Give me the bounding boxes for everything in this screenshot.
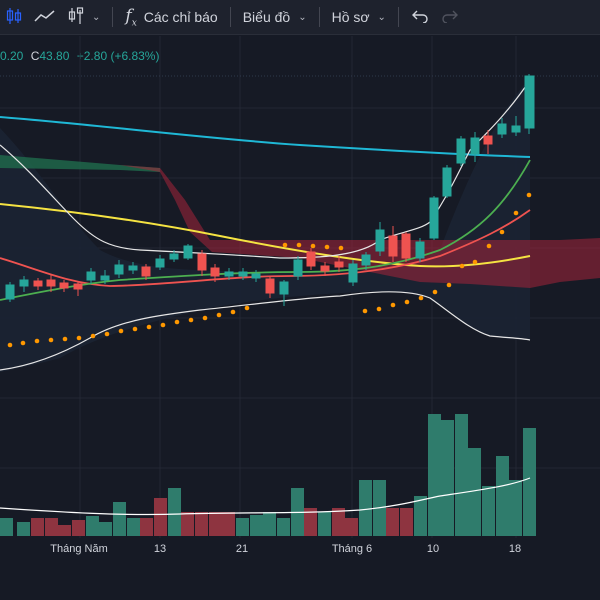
toolbar-divider — [112, 7, 114, 27]
ohlc-legend: 0.20 C43.80 +2.80 (+6.83%) — [0, 49, 159, 63]
bar-chart-type-button[interactable]: ⌄ — [62, 0, 106, 34]
candlesticks — [5, 74, 535, 306]
bollinger-band-fill — [0, 78, 530, 372]
toolbar-divider — [229, 7, 231, 27]
time-axis-label: Tháng Năm — [50, 543, 108, 555]
bars-icon — [68, 6, 84, 28]
time-axis-label: 21 — [235, 543, 249, 555]
time-axis-label: Tháng 6 — [331, 543, 373, 555]
toolbar-divider — [397, 7, 399, 27]
parabolic-sar-dots — [7, 192, 532, 348]
ma-yellow-line — [0, 203, 531, 268]
line-chart-type-button[interactable] — [28, 0, 62, 34]
volume-bars — [0, 414, 536, 536]
ma-blue-line — [0, 116, 531, 158]
profile-button[interactable]: Hồ sơ ⌄ — [326, 0, 392, 34]
bollinger-lower-line — [0, 291, 531, 371]
redo-button[interactable] — [435, 0, 465, 34]
undo-button[interactable] — [405, 0, 435, 34]
ma-red-line — [0, 209, 531, 287]
legend-close-label: C — [30, 49, 40, 63]
toolbar-divider — [318, 7, 320, 27]
ma-green-line — [0, 159, 531, 301]
undo-icon — [411, 9, 429, 26]
time-axis-label: 18 — [508, 543, 522, 555]
candles-icon — [6, 7, 22, 28]
line-chart-icon — [34, 8, 56, 27]
legend-change: +2.80 (+6.83%) — [76, 49, 160, 63]
redo-icon — [441, 9, 459, 26]
candles-chart-type-button[interactable] — [0, 0, 28, 34]
layout-button[interactable]: Biểu đồ ⌄ — [237, 0, 313, 34]
function-fx-icon: fx — [125, 5, 137, 29]
legend-low-value: 0.20 — [0, 49, 24, 63]
time-axis-label: 13 — [153, 543, 167, 555]
chart-toolbar: ⌄ fx Các chỉ báo Biểu đồ ⌄ Hồ sơ ⌄ — [0, 0, 600, 35]
time-axis-label: 10 — [426, 543, 440, 555]
volume-ma-line — [0, 477, 531, 516]
legend-close-value: 43.80 — [39, 49, 70, 63]
chevron-down-icon: ⌄ — [377, 11, 386, 23]
indicators-button[interactable]: fx Các chỉ báo — [119, 0, 223, 34]
chevron-down-icon: ⌄ — [92, 11, 101, 23]
profile-label: Hồ sơ — [331, 9, 370, 25]
indicators-label: Các chỉ báo — [143, 9, 218, 25]
ichimoku-green-cloud — [0, 155, 160, 172]
chevron-down-icon: ⌄ — [298, 11, 307, 23]
bollinger-upper-line — [0, 79, 531, 259]
ichimoku-red-cloud — [120, 165, 600, 288]
layout-label: Biểu đồ — [242, 9, 291, 25]
